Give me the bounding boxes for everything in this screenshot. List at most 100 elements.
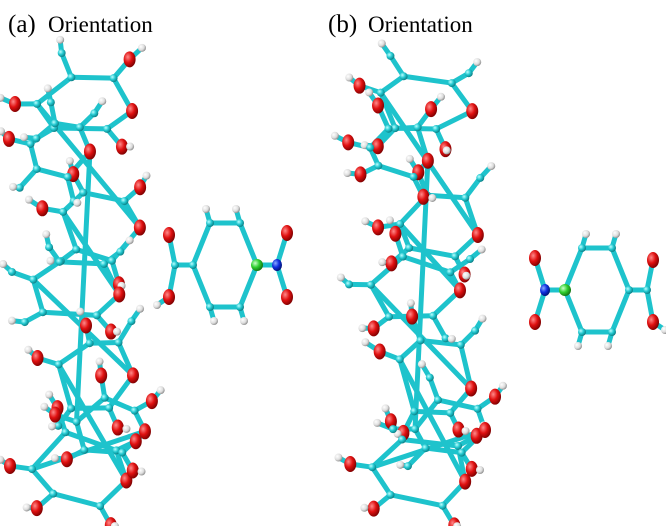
atom: [281, 289, 293, 305]
atom: [344, 456, 356, 472]
atom: [417, 336, 425, 344]
atom: [396, 461, 404, 469]
atom: [42, 230, 50, 238]
atom: [396, 355, 404, 363]
atom: [372, 219, 384, 235]
atom: [361, 338, 369, 346]
atom: [354, 166, 366, 182]
atom: [458, 449, 466, 457]
atom: [51, 119, 59, 127]
atom: [358, 324, 366, 332]
atom: [354, 78, 366, 94]
atom: [112, 420, 124, 436]
atom: [378, 258, 386, 266]
atom: [365, 88, 373, 96]
atom: [25, 196, 33, 204]
atom: [448, 79, 456, 87]
atom: [462, 272, 470, 280]
atom: [8, 268, 16, 276]
atom: [23, 503, 31, 511]
atom: [418, 360, 426, 368]
atom: [110, 74, 118, 82]
molecules: [0, 36, 666, 526]
atom: [127, 463, 139, 479]
atom: [385, 125, 393, 133]
atom: [367, 281, 375, 289]
atom: [360, 504, 368, 512]
atom: [404, 462, 412, 470]
atom: [643, 286, 651, 294]
atom: [33, 165, 41, 173]
atom: [124, 51, 136, 67]
atom: [47, 98, 55, 106]
atom: [647, 252, 659, 268]
atom: [411, 425, 419, 433]
bond: [565, 290, 582, 332]
bond: [404, 76, 452, 83]
atom: [72, 245, 80, 253]
atom: [48, 422, 56, 430]
atom: [272, 259, 282, 271]
atom: [210, 317, 218, 325]
atom: [113, 286, 125, 302]
bond: [612, 248, 629, 290]
atom: [342, 134, 354, 150]
atom: [127, 367, 139, 383]
atom: [582, 230, 590, 238]
bond: [372, 467, 390, 495]
atom: [24, 346, 32, 354]
atom: [51, 454, 59, 462]
atom: [153, 301, 161, 309]
atom: [377, 89, 385, 97]
atom: [9, 183, 17, 191]
bond: [90, 343, 119, 344]
atom: [476, 174, 484, 182]
atom: [578, 244, 586, 252]
atom: [368, 501, 380, 517]
atom: [61, 428, 69, 436]
atom: [29, 276, 37, 284]
atom: [84, 144, 96, 160]
atom: [101, 394, 109, 402]
bond: [59, 343, 90, 364]
atom: [73, 418, 81, 426]
atom: [100, 260, 108, 268]
atom: [432, 125, 440, 133]
atom: [443, 146, 451, 154]
atom: [466, 103, 478, 119]
atom: [368, 463, 376, 471]
atom: [3, 131, 15, 147]
atom: [163, 289, 175, 305]
atom: [36, 200, 48, 216]
atom: [334, 454, 342, 462]
atom: [422, 444, 430, 452]
atom: [647, 314, 659, 330]
atom: [139, 423, 151, 439]
atom: [32, 134, 40, 142]
atom: [134, 179, 146, 195]
atom: [28, 465, 36, 473]
atom: [437, 93, 445, 101]
atom: [157, 386, 165, 394]
atom: [126, 236, 134, 244]
atom: [44, 84, 52, 92]
atom: [45, 243, 53, 251]
bond: [381, 76, 404, 92]
atom: [55, 360, 63, 368]
atom: [471, 327, 479, 335]
atom: [66, 157, 74, 165]
atom: [4, 458, 16, 474]
bond: [33, 262, 59, 280]
atom: [625, 286, 633, 294]
bond: [193, 223, 210, 265]
atom: [113, 328, 121, 336]
atom: [142, 172, 150, 180]
atom: [385, 255, 397, 271]
atom: [206, 219, 214, 227]
atom: [80, 317, 92, 333]
atom: [479, 422, 491, 438]
atom: [457, 341, 465, 349]
atom: [405, 244, 413, 252]
atom: [206, 303, 214, 311]
atom: [45, 391, 53, 399]
